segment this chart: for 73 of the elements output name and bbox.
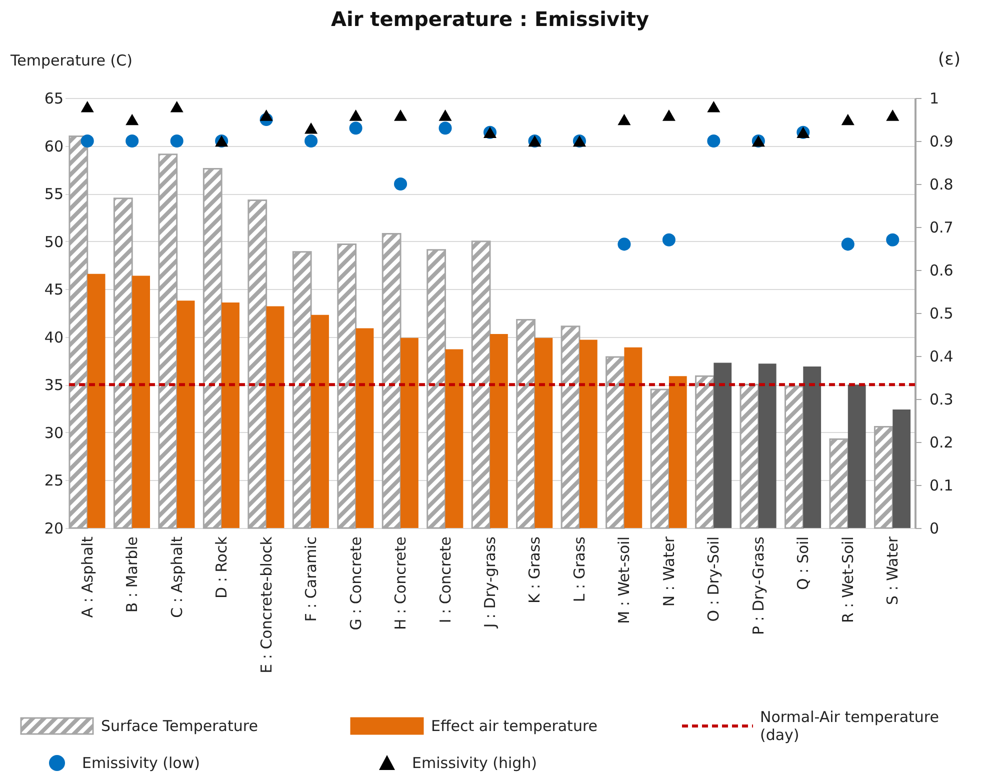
x-tick-label: J : Dry-grass <box>481 536 499 629</box>
point <box>349 110 362 121</box>
legend-label: Effect air temperature <box>431 717 598 735</box>
x-tick-label: H : Concrete <box>392 536 410 630</box>
y-tick-label: 25 <box>44 472 64 490</box>
x-tick-label: L : Grass <box>570 536 588 602</box>
chart-title: Air temperature : Emissivity <box>330 7 650 31</box>
y2-tick-label: 0.2 <box>930 434 954 452</box>
point <box>126 114 139 126</box>
point <box>126 134 139 148</box>
y-tick-label: 20 <box>44 520 64 538</box>
y2-tick-label: 1 <box>930 90 940 108</box>
y-tick-label: 60 <box>44 137 64 156</box>
point <box>618 238 631 251</box>
x-tick-label: R : Wet-Soil <box>838 536 857 624</box>
point <box>438 122 452 135</box>
y-tick-label: 65 <box>44 90 64 108</box>
point <box>662 233 676 246</box>
x-tick-label: N : Water <box>660 536 678 607</box>
point <box>170 134 184 148</box>
point <box>80 100 94 112</box>
point <box>707 100 720 112</box>
x-tick-label: D : Rock <box>212 536 231 598</box>
y-tick-label: 45 <box>44 280 64 299</box>
y2-tick-label: 0.9 <box>930 132 954 150</box>
x-tick-label: A : Asphalt <box>78 536 96 618</box>
y2-tick-label: 0.8 <box>930 176 954 194</box>
x-tick-label: O : Dry-Soil <box>704 536 723 622</box>
y-axis-title: Temperature (C) <box>10 52 132 70</box>
y-tick-label: 35 <box>44 376 64 394</box>
x-tick-label: P : Dry-Grass <box>749 536 768 636</box>
legend-label: Surface Temperature <box>101 717 258 735</box>
x-tick-label: M : Wet-soil <box>615 536 634 624</box>
x-tick-label: G : Concrete <box>346 536 365 630</box>
point <box>841 114 854 126</box>
point <box>841 238 854 251</box>
point <box>394 177 408 191</box>
point <box>438 110 452 121</box>
x-tick-label: Q : Soil <box>794 536 812 590</box>
y2-tick-label: 0.5 <box>930 304 954 322</box>
point <box>304 122 318 134</box>
legend-label: Emissivity (low) <box>82 754 200 772</box>
y-tick-label: 50 <box>44 232 64 251</box>
x-tick-label: K : Grass <box>526 536 544 604</box>
x-tick-label: C : Asphalt <box>168 536 186 618</box>
y2-tick-label: 0.3 <box>930 390 954 408</box>
y2-tick-label: 0.4 <box>930 348 954 366</box>
x-tick-label: B : Marble <box>123 536 142 613</box>
point <box>304 134 318 148</box>
point <box>394 110 408 121</box>
y2-tick-label: 0.1 <box>930 476 954 494</box>
point <box>80 134 94 148</box>
point <box>618 114 631 126</box>
point <box>707 134 720 148</box>
point <box>260 110 273 121</box>
point <box>349 122 362 135</box>
x-tick-label: S : Water <box>884 536 902 605</box>
legend-label: Normal-Air temperature (day) <box>760 708 940 744</box>
y-tick-label: 40 <box>44 328 64 346</box>
y-tick-label: 55 <box>44 185 64 204</box>
legend-label: Emissivity (high) <box>412 754 538 772</box>
y2-tick-label: 0.7 <box>930 218 954 236</box>
x-tick-label: F : Caramic <box>302 536 320 622</box>
point <box>886 233 900 246</box>
x-tick-label: E : Concrete-block <box>257 536 276 674</box>
point <box>662 110 676 121</box>
point <box>170 100 184 112</box>
y2-axis-title: (ε) <box>938 50 960 70</box>
y2-tick-label: 0.6 <box>930 262 954 280</box>
x-tick-label: I : Concrete <box>436 536 454 624</box>
point <box>886 110 900 121</box>
y2-tick-label: 0 <box>930 520 940 538</box>
y-tick-label: 30 <box>44 424 64 442</box>
